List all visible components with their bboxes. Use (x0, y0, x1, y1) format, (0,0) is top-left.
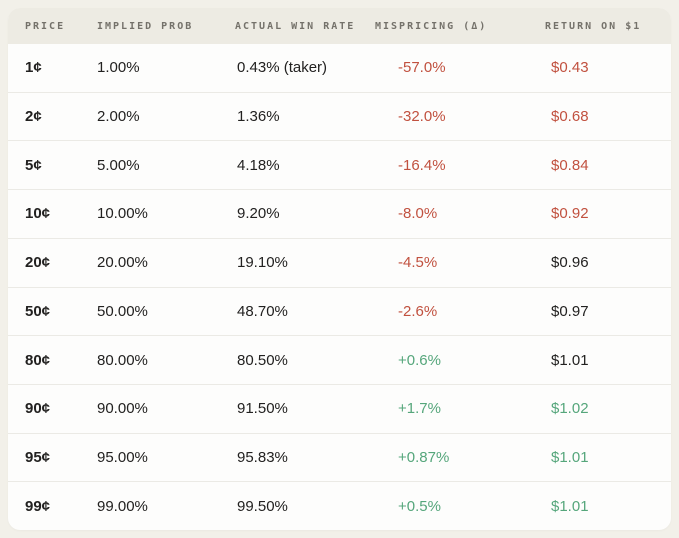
return-cell: $0.84 (551, 156, 589, 174)
actual-win-rate-cell: 1.36% (237, 108, 280, 126)
return-cell: $1.01 (551, 448, 589, 466)
mispricing-cell: +0.5% (398, 497, 441, 515)
implied-prob-cell: 1.00% (97, 59, 140, 77)
table-row: 90¢ 90.00% 91.50% +1.7% $1.02 (8, 383, 671, 433)
table-row: 80¢ 80.00% 80.50% +0.6% $1.01 (8, 335, 671, 384)
column-header-price: PRICE (25, 20, 66, 32)
actual-win-rate-cell: 9.20% (237, 205, 280, 223)
table-row: 95¢ 95.00% 95.83% +0.87% $1.01 (8, 432, 671, 482)
mispricing-cell: -16.4% (398, 156, 446, 174)
mispricing-cell: -32.0% (398, 108, 446, 126)
actual-win-rate-cell: 4.18% (237, 156, 280, 174)
table-row: 10¢ 10.00% 9.20% -8.0% $0.92 (8, 189, 671, 238)
mispricing-cell: -57.0% (398, 59, 446, 77)
column-header-actual-win-rate: ACTUAL WIN RATE (235, 20, 356, 32)
actual-win-rate-cell: 95.83% (237, 448, 288, 466)
mispricing-cell: -4.5% (398, 254, 438, 272)
price-cell: 1¢ (25, 59, 42, 77)
table-row: 99¢ 99.00% 99.50% +0.5% $1.01 (8, 481, 671, 530)
actual-win-rate-cell: 80.50% (237, 351, 288, 369)
table-body: 1¢ 1.00% 0.43% (taker) -57.0% $0.43 2¢ 2… (8, 44, 671, 530)
table-row: 5¢ 5.00% 4.18% -16.4% $0.84 (8, 140, 671, 189)
price-cell: 20¢ (25, 254, 51, 272)
implied-prob-cell: 10.00% (97, 205, 148, 223)
return-cell: $0.97 (551, 302, 589, 320)
price-cell: 50¢ (25, 302, 51, 320)
return-cell: $0.68 (551, 108, 589, 126)
table-row: 50¢ 50.00% 48.70% -2.6% $0.97 (8, 286, 671, 336)
actual-win-rate-cell: 19.10% (237, 254, 288, 272)
mispricing-cell: +1.7% (398, 400, 441, 418)
price-cell: 99¢ (25, 497, 51, 515)
mispricing-cell: -8.0% (398, 205, 438, 223)
table-row: 20¢ 20.00% 19.10% -4.5% $0.96 (8, 237, 671, 287)
table-header: PRICE IMPLIED PROB ACTUAL WIN RATE MISPR… (8, 8, 671, 44)
implied-prob-cell: 2.00% (97, 108, 140, 126)
actual-win-rate-cell: 99.50% (237, 497, 288, 515)
column-header-mispricing: MISPRICING (Δ) (375, 20, 488, 32)
price-cell: 95¢ (25, 448, 51, 466)
implied-prob-cell: 80.00% (97, 351, 148, 369)
price-cell: 5¢ (25, 156, 42, 174)
table-row: 1¢ 1.00% 0.43% (taker) -57.0% $0.43 (8, 44, 671, 92)
return-cell: $0.43 (551, 59, 589, 77)
return-cell: $1.01 (551, 351, 589, 369)
implied-prob-cell: 99.00% (97, 497, 148, 515)
implied-prob-cell: 20.00% (97, 254, 148, 272)
implied-prob-cell: 5.00% (97, 156, 140, 174)
calibration-table-card: PRICE IMPLIED PROB ACTUAL WIN RATE MISPR… (8, 8, 671, 530)
return-cell: $0.92 (551, 205, 589, 223)
actual-win-rate-cell: 91.50% (237, 400, 288, 418)
implied-prob-cell: 95.00% (97, 448, 148, 466)
column-header-return-on-1: RETURN ON $1 (545, 20, 642, 32)
price-cell: 80¢ (25, 351, 51, 369)
price-cell: 2¢ (25, 108, 42, 126)
table-row: 2¢ 2.00% 1.36% -32.0% $0.68 (8, 91, 671, 141)
implied-prob-cell: 90.00% (97, 400, 148, 418)
implied-prob-cell: 50.00% (97, 302, 148, 320)
return-cell: $0.96 (551, 254, 589, 272)
actual-win-rate-cell: 0.43% (taker) (237, 59, 328, 77)
price-cell: 90¢ (25, 400, 51, 418)
actual-win-rate-cell: 48.70% (237, 302, 288, 320)
mispricing-cell: -2.6% (398, 302, 438, 320)
return-cell: $1.02 (551, 400, 589, 418)
mispricing-cell: +0.87% (398, 448, 450, 466)
column-header-implied-prob: IMPLIED PROB (97, 20, 194, 32)
return-cell: $1.01 (551, 497, 589, 515)
mispricing-cell: +0.6% (398, 351, 441, 369)
price-cell: 10¢ (25, 205, 51, 223)
